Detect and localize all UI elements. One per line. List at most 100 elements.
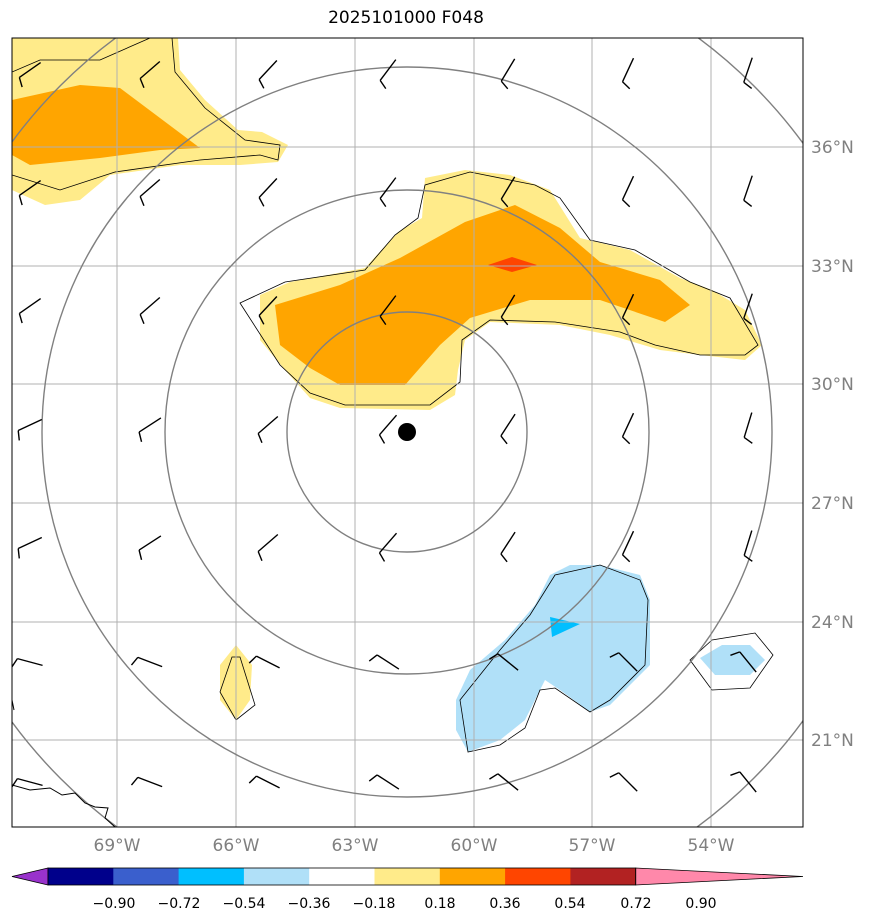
- positive-anomaly-fills: [12, 38, 762, 720]
- wind-barb: [130, 776, 163, 788]
- distance-ring: [164, 189, 650, 675]
- wind-barb: [609, 652, 638, 672]
- wind-barb: [12, 777, 43, 788]
- wind-barb: [500, 58, 516, 90]
- wind-barb: [17, 418, 43, 441]
- colorbar-segment: [243, 868, 310, 885]
- wind-barb: [368, 774, 400, 790]
- colorbar-tick-label: 0.90: [685, 896, 716, 912]
- wind-barb: [743, 175, 753, 207]
- wind-barb: [130, 656, 163, 668]
- wind-barb: [621, 293, 635, 326]
- lon-label: 57°W: [569, 836, 616, 856]
- colorbar: [11, 867, 804, 886]
- lon-label: 69°W: [94, 836, 141, 856]
- wind-barb: [500, 531, 516, 563]
- fill-orange-northwest: [12, 85, 200, 165]
- colorbar-outline: [47, 867, 637, 886]
- contour-lines: [12, 38, 774, 753]
- wind-barb: [258, 296, 278, 325]
- colorbar-segment: [374, 868, 441, 885]
- lat-label: 21°N: [811, 731, 854, 751]
- colorbar-tick-label: −0.54: [223, 896, 266, 912]
- lon-label: 66°W: [213, 836, 260, 856]
- colorbar-segment: [113, 868, 180, 885]
- lat-label: 33°N: [811, 257, 854, 277]
- coastline: [12, 784, 116, 827]
- wind-barb: [379, 177, 397, 208]
- wind-barb: [621, 530, 635, 563]
- lat-label: 27°N: [811, 494, 854, 514]
- wind-barb: [378, 414, 398, 444]
- wind-barb: [500, 176, 516, 208]
- wind-barb: [257, 533, 279, 562]
- wind-barb: [500, 413, 516, 445]
- plot-title: 2025101000 F048: [328, 8, 484, 28]
- wind-barb: [139, 296, 161, 325]
- wind-barb: [489, 653, 519, 671]
- wind-barb: [18, 179, 42, 206]
- lon-label: 63°W: [332, 836, 379, 856]
- wind-barb: [743, 412, 753, 444]
- latitude-labels: 36°N 33°N 30°N 27°N 24°N 21°N: [811, 138, 854, 751]
- wind-barb: [730, 771, 757, 793]
- wind-barb: [500, 294, 516, 326]
- wind-barb: [621, 57, 635, 90]
- wind-barb: [138, 417, 162, 442]
- distance-ring: [41, 66, 773, 798]
- wind-barb: [743, 530, 753, 562]
- lat-label: 36°N: [811, 138, 854, 158]
- colorbar-tick-label: 0.72: [620, 896, 651, 912]
- fill-lightblue-southeast: [456, 565, 650, 752]
- wind-barb: [258, 60, 278, 89]
- wind-barb: [12, 657, 43, 668]
- fill-orange-center: [275, 205, 690, 385]
- colorbar-segment: [178, 868, 245, 885]
- wind-barb: [621, 412, 635, 445]
- wind-barb: [743, 293, 753, 325]
- negative-anomaly-fills: [456, 565, 765, 752]
- colorbar-tick-label: 0.36: [489, 896, 520, 912]
- gridlines: [12, 38, 803, 827]
- colorbar-tick-labels: −0.90 −0.72 −0.54 −0.36 −0.18 0.18 0.36 …: [93, 896, 717, 912]
- colorbar-tick-label: 0.54: [554, 896, 585, 912]
- colorbar-tick-label: −0.36: [288, 896, 331, 912]
- wind-barb: [18, 297, 42, 324]
- wind-barb: [18, 61, 42, 88]
- wind-barb: [139, 60, 161, 89]
- wind-barb: [743, 57, 753, 89]
- wind-barb: [368, 654, 400, 670]
- colorbar-tick-label: −0.72: [158, 896, 201, 912]
- wind-barb: [248, 775, 280, 789]
- wind-barb: [139, 178, 161, 207]
- fill-redorange-center: [488, 257, 537, 272]
- fill-lightblue-east: [700, 645, 765, 675]
- colorbar-segment: [570, 868, 637, 885]
- storm-center-marker: [398, 423, 416, 441]
- wind-barb: [257, 415, 279, 444]
- wind-barb: [248, 655, 280, 669]
- lat-label: 30°N: [811, 375, 854, 395]
- distance-ring: [286, 311, 528, 553]
- lat-label: 24°N: [811, 613, 854, 633]
- colorbar-segment: [505, 868, 571, 885]
- colorbar-extend-high: [635, 867, 804, 886]
- colorbar-tick-label: 0.18: [424, 896, 455, 912]
- colorbar-segment: [309, 868, 375, 885]
- colorbar-segment: [48, 868, 114, 885]
- map-frame: [11, 37, 804, 828]
- wind-barb: [17, 536, 43, 559]
- wind-barb: [609, 772, 638, 792]
- wind-barb: [379, 295, 397, 326]
- wind-barbs: [12, 57, 757, 793]
- colorbar-segment: [439, 868, 506, 885]
- colorbar-tick-label: −0.18: [353, 896, 396, 912]
- lon-label: 54°W: [688, 836, 735, 856]
- wind-barb: [379, 59, 397, 90]
- lon-label: 60°W: [451, 836, 498, 856]
- wind-barb: [378, 532, 398, 562]
- colorbar-tick-label: −0.90: [93, 896, 136, 912]
